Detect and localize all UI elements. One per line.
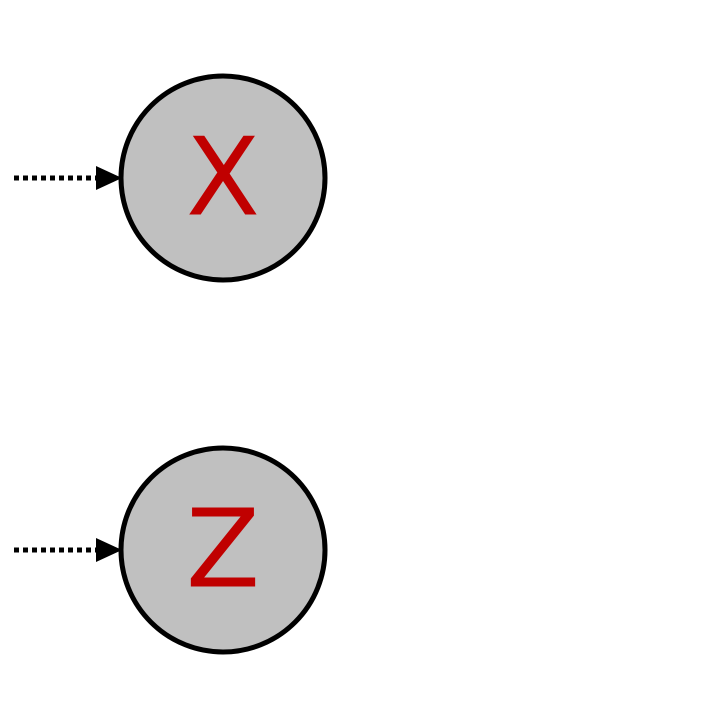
- node-z-label: Z: [186, 488, 260, 613]
- node-x-circle: [118, 73, 328, 283]
- edge-into-z: [14, 538, 122, 562]
- node-x: X: [118, 73, 328, 283]
- edge-into-x: [14, 166, 122, 190]
- node-z: Z: [118, 445, 328, 655]
- node-z-circle: [118, 445, 328, 655]
- node-x-label: X: [186, 116, 260, 241]
- edge-into-z-arrowhead: [96, 538, 122, 562]
- edge-into-x-arrowhead: [96, 166, 122, 190]
